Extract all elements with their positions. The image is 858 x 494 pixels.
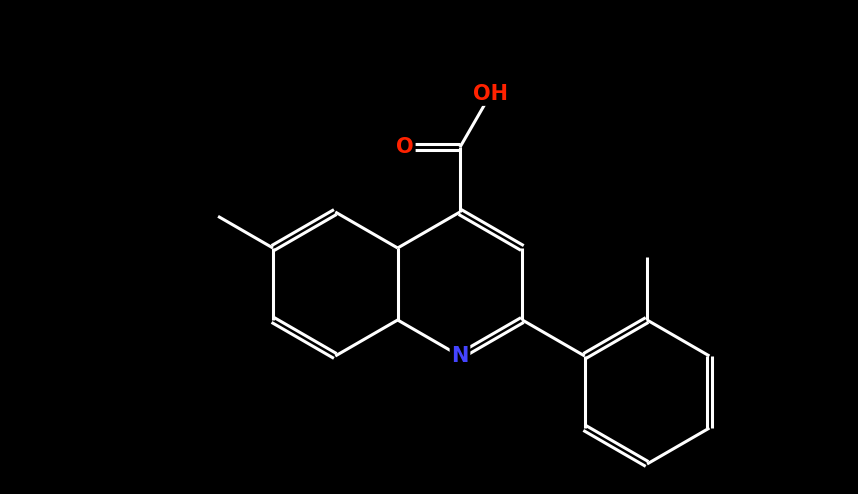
Text: N: N: [451, 346, 468, 366]
Text: O: O: [396, 137, 414, 157]
Text: OH: OH: [473, 84, 508, 104]
